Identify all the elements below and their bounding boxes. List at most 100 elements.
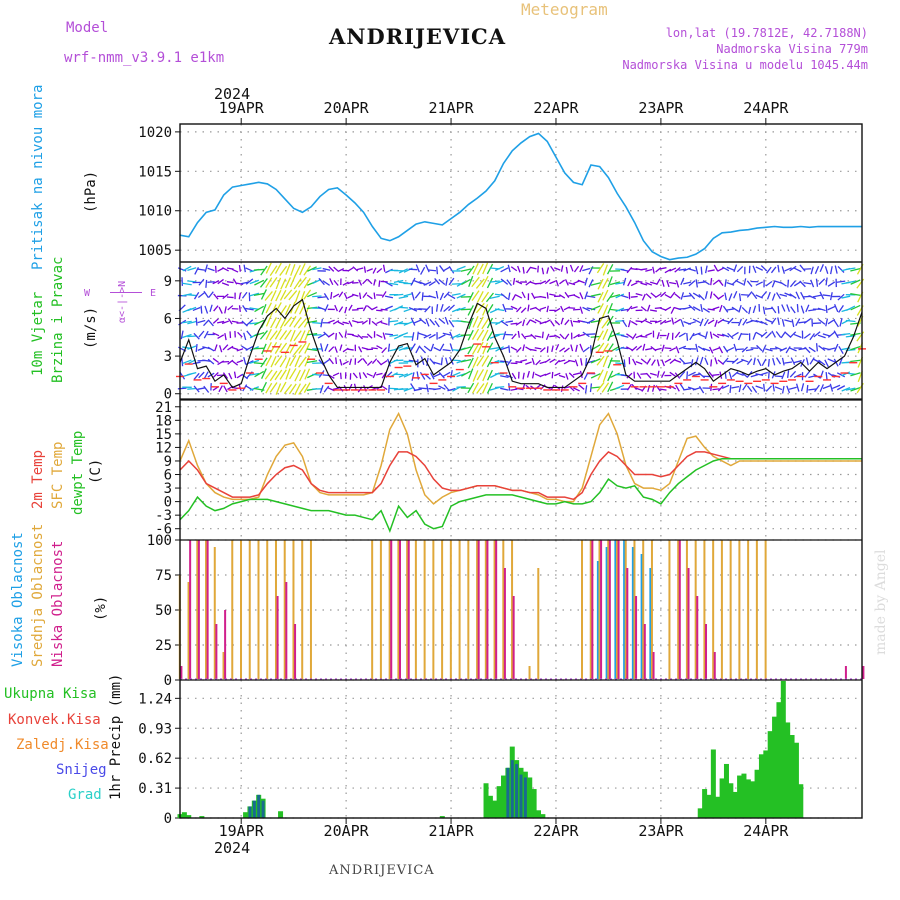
wind-arrow: [630, 282, 638, 287]
wind-arrow: [408, 268, 418, 271]
wind-arrow: [645, 372, 652, 379]
wind-arrow: [294, 383, 302, 396]
wind-arrow: [712, 347, 720, 352]
wind-arrow: [511, 293, 517, 301]
wind-arrow: [825, 371, 828, 380]
wind-arrow: [410, 383, 416, 392]
wind-arrow: [704, 265, 708, 274]
precip-panel: 0 0.31 0.62 0.93 1.24: [138, 680, 862, 827]
wind-arrow: [231, 320, 239, 323]
wind-arrow: [269, 330, 278, 341]
cloud-high-bar: [605, 547, 609, 679]
wind-arrow: [335, 333, 337, 340]
wind-arrow: [602, 328, 609, 340]
wind-arrow: [516, 347, 522, 353]
precip-total-bar: [737, 775, 743, 818]
precip-snow-graupel-bar: [252, 800, 256, 818]
cloud-low-bar: [705, 624, 708, 679]
wind-arrow: [678, 332, 686, 338]
cloud-low-bar: [477, 540, 480, 679]
wind-arrow: [733, 264, 738, 273]
wind-arrow: [741, 372, 749, 378]
wind-arrow: [760, 265, 768, 272]
wind-arrow: [303, 265, 312, 276]
precip-total-bar: [758, 754, 764, 818]
wind-arrow: [564, 291, 570, 299]
wind-arrow: [418, 308, 427, 310]
cloud-mid-bar: [502, 540, 505, 679]
wind-arrow: [688, 371, 696, 377]
wind-arrow: [265, 262, 272, 274]
wind-arrow: [631, 345, 638, 352]
wind-arrow: [494, 333, 505, 336]
wind-arrow: [358, 372, 362, 379]
wind-arrow: [549, 293, 556, 296]
wind-arrow: [486, 356, 494, 368]
wind-arrow: [182, 293, 192, 297]
wind-arrow: [283, 383, 293, 395]
wind-arrow: [850, 304, 861, 311]
wind-arrow: [348, 304, 353, 311]
wind-arrow: [656, 359, 660, 367]
precip-total-bar: [199, 816, 205, 818]
wind-arrow: [249, 292, 260, 297]
wind-arrow: [323, 385, 330, 393]
wind-arrow: [187, 372, 197, 376]
wind-arrow: [290, 264, 296, 276]
wind-arrow: [445, 357, 449, 366]
cloud-low-bars: [180, 540, 865, 679]
wind-arrow: [366, 372, 373, 377]
temp-ytick-label: -6: [155, 522, 172, 538]
wind-arrow: [317, 296, 326, 299]
wind-arrow: [240, 281, 249, 285]
wind-arrow: [510, 305, 518, 310]
wind-arrow: [489, 280, 500, 283]
wind-arrow: [403, 321, 413, 326]
wind-arrow: [554, 334, 561, 339]
wind-arrow: [443, 291, 450, 299]
wind-arrow: [786, 370, 790, 378]
wind-arrow: [358, 279, 363, 286]
wind-arrow: [221, 320, 230, 325]
wind-arrow: [439, 343, 445, 351]
wind-arrow: [418, 387, 427, 390]
wind-arrow: [627, 320, 631, 328]
wind-arrow: [822, 294, 831, 297]
wind-arrow: [692, 318, 701, 324]
cloud-mid-bar: [528, 666, 531, 679]
wind-arrow: [249, 279, 260, 285]
wind-arrow: [803, 333, 811, 339]
wind-arrow: [810, 266, 814, 275]
cloud-mid-bar: [292, 540, 295, 679]
wind-arrow: [549, 280, 556, 285]
wind-arrow: [500, 375, 509, 379]
wind-arrow: [809, 357, 815, 365]
wind-arrow: [751, 292, 758, 300]
wind-arrow: [784, 292, 792, 297]
wind-arrow: [298, 356, 307, 368]
wind-arrow: [535, 359, 541, 366]
wind-arrow: [789, 370, 797, 378]
wind-arrow: [819, 291, 825, 300]
wind-arrow: [539, 373, 547, 378]
wind-arrow: [222, 344, 229, 351]
wind-arrow: [236, 348, 244, 352]
wind-arrow: [674, 293, 681, 299]
wind-arrow: [712, 279, 720, 286]
cloud-low-bar: [285, 582, 288, 679]
wind-arrow: [471, 290, 480, 302]
wind-arrow: [813, 358, 821, 364]
precip-total-bar: [439, 816, 445, 818]
wind-arrow: [448, 319, 455, 328]
cloud-mid-bar: [257, 540, 260, 679]
wind-arrow: [664, 268, 672, 274]
wind-arrow: [845, 280, 856, 284]
wind-arrow: [403, 360, 413, 363]
wind-arrow: [525, 334, 532, 338]
wind-arrow: [669, 371, 676, 377]
cloud-mid-bar: [274, 540, 277, 679]
cloud-mid-bar: [668, 540, 671, 679]
wind-arrow: [419, 346, 426, 354]
wind-arrow: [707, 319, 715, 325]
